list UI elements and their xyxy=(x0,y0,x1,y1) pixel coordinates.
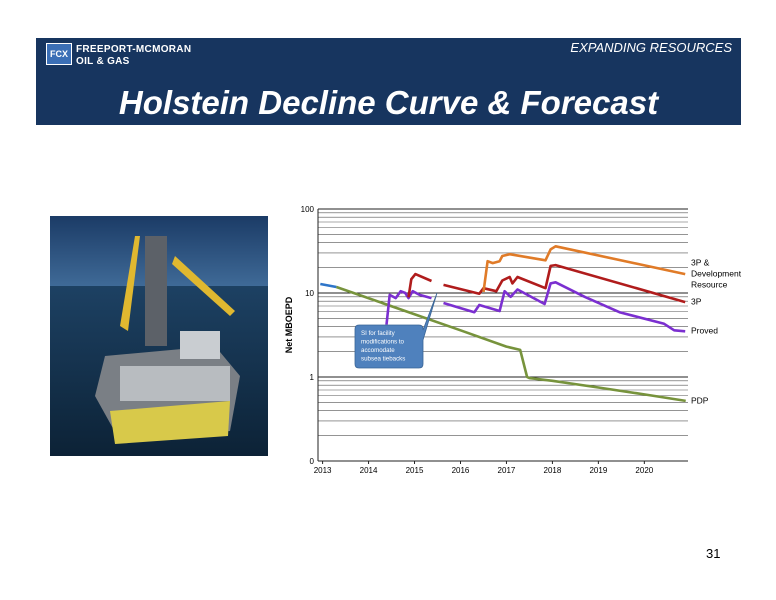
annotation-text: SI for facility xyxy=(361,330,396,337)
annotation-text: modifications to xyxy=(361,339,405,346)
annotation-text: subsea tiebacks xyxy=(361,356,405,363)
series-label: 3P & Development Resource xyxy=(691,257,742,290)
slide-title: Holstein Decline Curve & Forecast xyxy=(118,84,659,121)
x-tick-label: 2013 xyxy=(314,466,332,475)
platform-photo xyxy=(50,216,268,456)
x-tick-label: 2014 xyxy=(360,466,378,475)
series-label: Proved xyxy=(691,325,718,336)
y-tick-label: 0 xyxy=(310,457,315,466)
series-line xyxy=(385,281,686,333)
x-tick-label: 2017 xyxy=(498,466,516,475)
header-band xyxy=(36,38,741,125)
logo-icon: FCX xyxy=(46,43,72,65)
y-tick-label: 10 xyxy=(305,289,314,298)
series-line xyxy=(482,245,686,293)
x-tick-label: 2016 xyxy=(452,466,470,475)
tagline: EXPANDING RESOURCES xyxy=(570,40,732,55)
annotation-text: accomodate xyxy=(361,347,395,354)
series-line xyxy=(320,282,337,289)
logo-text: FREEPORT-MCMORAN xyxy=(76,44,192,55)
series-line xyxy=(335,285,686,403)
x-tick-label: 2018 xyxy=(544,466,562,475)
series-label: 3P xyxy=(691,296,702,307)
y-tick-label: 100 xyxy=(301,205,315,214)
y-tick-label: 1 xyxy=(310,373,315,382)
annotation-box xyxy=(354,292,438,369)
series-label: PDP xyxy=(691,395,709,406)
y-axis-label: Net MBOEPD xyxy=(284,296,294,353)
logo-text: OIL & GAS xyxy=(76,56,130,67)
x-tick-label: 2020 xyxy=(635,466,653,475)
x-tick-label: 2019 xyxy=(589,466,607,475)
page-number: 31 xyxy=(706,546,721,561)
x-tick-label: 2015 xyxy=(406,466,424,475)
